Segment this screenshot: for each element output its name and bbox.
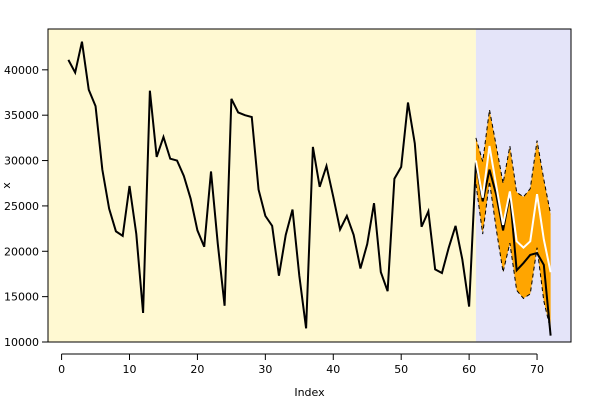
y-tick-label: 20000 (4, 245, 39, 258)
x-axis-title: Index (294, 386, 325, 399)
x-tick-label: 60 (462, 363, 476, 376)
x-tick-label: 50 (394, 363, 408, 376)
series-upper-bound-line (475, 109, 552, 215)
region-history (48, 29, 476, 342)
y-axis: 10000 15000 20000 25000 30000 35000 40000 (4, 64, 49, 349)
y-tick-label: 15000 (4, 291, 39, 304)
y-tick-label: 25000 (4, 200, 39, 213)
x-axis: 0 10 20 30 40 50 60 70 (58, 353, 544, 376)
series-actual-line (67, 41, 552, 336)
x-tick-label: 0 (58, 363, 65, 376)
x-tick-label: 20 (190, 363, 204, 376)
series-lines (67, 41, 552, 336)
x-tick-label: 70 (530, 363, 544, 376)
background-regions (48, 29, 571, 342)
y-axis-title: x (0, 182, 13, 189)
x-tick-label: 30 (258, 363, 272, 376)
y-tick-label: 40000 (4, 64, 39, 77)
x-tick-label: 40 (326, 363, 340, 376)
series-lower-bound-line (475, 181, 552, 331)
y-tick-label: 35000 (4, 109, 39, 122)
y-tick-label: 10000 (4, 336, 39, 349)
x-tick-label: 10 (123, 363, 137, 376)
y-tick-label: 30000 (4, 155, 39, 168)
series-forecast-line (474, 145, 552, 273)
